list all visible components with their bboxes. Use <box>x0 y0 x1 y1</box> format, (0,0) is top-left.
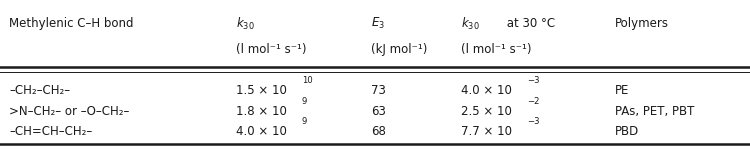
Text: 68: 68 <box>371 125 386 138</box>
Text: 63: 63 <box>371 105 386 118</box>
Text: 7.7 × 10: 7.7 × 10 <box>461 125 512 138</box>
Text: at 30 °C: at 30 °C <box>503 17 554 30</box>
Text: 2.5 × 10: 2.5 × 10 <box>461 105 512 118</box>
Text: PAs, PET, PBT: PAs, PET, PBT <box>615 105 695 118</box>
Text: –CH₂–CH₂–: –CH₂–CH₂– <box>9 84 70 97</box>
Text: $E_{3}$: $E_{3}$ <box>371 16 386 31</box>
Text: 4.0 × 10: 4.0 × 10 <box>236 125 287 138</box>
Text: 1.8 × 10: 1.8 × 10 <box>236 105 287 118</box>
Text: −2: −2 <box>527 97 539 106</box>
Text: (l mol⁻¹ s⁻¹): (l mol⁻¹ s⁻¹) <box>236 43 307 56</box>
Text: Methylenic C–H bond: Methylenic C–H bond <box>9 17 134 30</box>
Text: (kJ mol⁻¹): (kJ mol⁻¹) <box>371 43 427 56</box>
Text: $k_{30}$: $k_{30}$ <box>236 15 255 32</box>
Text: $k_{30}$: $k_{30}$ <box>461 15 480 32</box>
Text: 9: 9 <box>302 97 307 106</box>
Text: 4.0 × 10: 4.0 × 10 <box>461 84 512 97</box>
Text: –CH=CH–CH₂–: –CH=CH–CH₂– <box>9 125 92 138</box>
Text: −3: −3 <box>527 76 539 85</box>
Text: 10: 10 <box>302 76 313 85</box>
Text: −3: −3 <box>527 117 539 126</box>
Text: 9: 9 <box>302 117 307 126</box>
Text: PBD: PBD <box>615 125 639 138</box>
Text: >N–CH₂– or –O–CH₂–: >N–CH₂– or –O–CH₂– <box>9 105 129 118</box>
Text: PE: PE <box>615 84 629 97</box>
Text: 1.5 × 10: 1.5 × 10 <box>236 84 287 97</box>
Text: 73: 73 <box>371 84 386 97</box>
Text: Polymers: Polymers <box>615 17 669 30</box>
Text: (l mol⁻¹ s⁻¹): (l mol⁻¹ s⁻¹) <box>461 43 532 56</box>
